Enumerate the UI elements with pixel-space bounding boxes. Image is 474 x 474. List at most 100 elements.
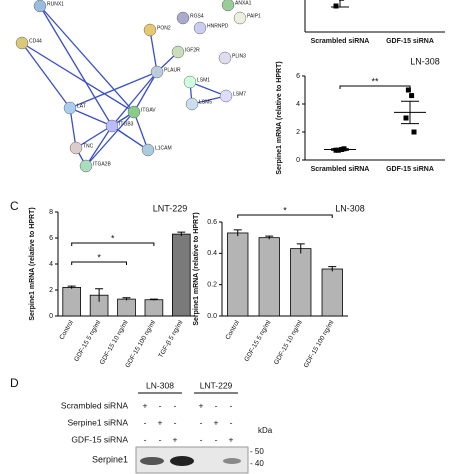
panel-label: D xyxy=(10,376,19,390)
network-node xyxy=(218,51,232,65)
error-bar xyxy=(67,285,76,289)
y-axis-label: Serpine1 mRNA (relative to HPRT) xyxy=(193,212,200,325)
y-axis-label: Serpine1 mRNA (relative to HPRT) xyxy=(276,61,283,174)
x-tick-label: Scrambled siRNA xyxy=(311,38,370,45)
chart-title: LNT-229 xyxy=(153,203,188,213)
network-edge xyxy=(75,111,135,149)
y-tick-label: 6 xyxy=(296,73,300,80)
x-tick-label: GDF-15 siRNA xyxy=(386,166,434,173)
network-node xyxy=(183,75,197,89)
sign: - xyxy=(174,400,177,410)
sign: + xyxy=(229,434,234,444)
sign: + xyxy=(173,434,178,444)
network-edge xyxy=(111,125,149,151)
sign: + xyxy=(199,400,204,410)
network-node xyxy=(15,36,29,50)
error-bar xyxy=(331,148,349,151)
y-tick-label: 0.2 xyxy=(207,282,217,289)
network-node xyxy=(176,11,190,25)
y-tick-label: 0.4 xyxy=(207,250,217,257)
y-tick-label: 0.6 xyxy=(207,219,217,226)
y-tick-label: 0 xyxy=(49,313,53,320)
network-node xyxy=(221,0,235,12)
data-point xyxy=(333,3,339,9)
y-tick-label: 0 xyxy=(296,157,300,164)
y-tick-label: 8 xyxy=(49,209,53,216)
data-point xyxy=(339,0,345,1)
error-bar xyxy=(328,266,337,272)
significance-label: * xyxy=(283,205,287,215)
network-edge xyxy=(149,29,158,73)
network-node xyxy=(79,159,93,173)
blot-band xyxy=(223,458,241,464)
network-node xyxy=(193,21,207,35)
network-label: LSM7 xyxy=(233,91,246,97)
y-tick-label: 2 xyxy=(296,129,300,136)
network-edge xyxy=(111,71,158,127)
significance-bracket xyxy=(71,242,155,246)
network-label: ITGB3 xyxy=(119,121,134,127)
row-label: Scrambled siRNA xyxy=(61,400,128,410)
network-label: LSM1 xyxy=(197,77,210,83)
significance-bracket xyxy=(71,261,127,265)
sign: + xyxy=(214,417,219,427)
network-node xyxy=(127,105,141,119)
significance-bracket xyxy=(339,85,411,89)
chart-title: LN-308 xyxy=(410,56,440,66)
sign: - xyxy=(215,400,218,410)
network-edge xyxy=(69,107,77,149)
network-label: LAT xyxy=(77,103,86,109)
unit-label: kDa xyxy=(258,426,273,435)
blot-band xyxy=(140,457,164,465)
bar xyxy=(290,248,312,317)
marker-label: - 50 xyxy=(250,447,264,456)
marker-label: - 40 xyxy=(250,459,264,468)
bar xyxy=(227,232,249,317)
sign: - xyxy=(159,434,162,444)
significance-label: ** xyxy=(371,76,379,86)
network-edge xyxy=(69,71,158,109)
data-point xyxy=(405,87,411,93)
y-axis-label: Serpine1 mRNA (relative to HPRT) xyxy=(29,207,36,320)
network-label: IGF2R xyxy=(185,47,200,53)
network-node xyxy=(69,141,83,155)
bar xyxy=(258,237,280,317)
cell-line-label: LNT-229 xyxy=(200,380,233,390)
network-label: PLIN3 xyxy=(232,53,246,59)
sign: - xyxy=(144,417,147,427)
x-tick-label: Scrambled siRNA xyxy=(311,166,370,173)
network-label: ANXA1 xyxy=(235,0,252,6)
network-edge xyxy=(69,107,113,127)
network-node xyxy=(63,101,77,115)
row-label: Serpine1 siRNA xyxy=(68,417,129,427)
error-bar xyxy=(265,235,274,240)
network-edge xyxy=(189,81,227,97)
network-node xyxy=(185,97,199,111)
network-edge xyxy=(85,125,113,167)
network-label: RGS4 xyxy=(190,13,204,19)
network-node xyxy=(219,89,233,103)
sign: - xyxy=(159,400,162,410)
sign: - xyxy=(200,434,203,444)
error-bar xyxy=(331,0,349,8)
sign: - xyxy=(230,400,233,410)
significance-label: * xyxy=(111,233,115,243)
network-node xyxy=(143,23,157,37)
network-label: PAIP1 xyxy=(247,13,261,19)
data-point xyxy=(411,129,417,135)
error-bar xyxy=(149,298,158,301)
bar xyxy=(321,268,343,317)
network-node xyxy=(233,11,247,25)
y-tick-label: 0.0 xyxy=(207,313,217,320)
network-node xyxy=(105,119,119,133)
bar xyxy=(171,233,191,317)
cell-line-label: LN-308 xyxy=(146,380,174,390)
network-node xyxy=(150,65,164,79)
blot-band xyxy=(170,456,194,466)
error-bar xyxy=(296,243,305,254)
network-node xyxy=(171,45,185,59)
network-label: HNRNPD xyxy=(207,23,229,29)
network-label: LSM5 xyxy=(199,99,212,105)
network-edge xyxy=(21,42,135,113)
